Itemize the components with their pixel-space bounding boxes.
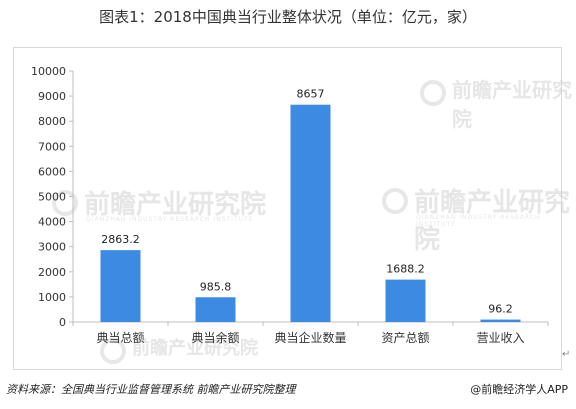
watermark-subtext: QIANZHAN INDUSTRY RESEARCH INSTITUTE xyxy=(86,216,254,223)
plot-frame xyxy=(13,47,562,370)
y-tick-label: 4000 xyxy=(38,216,66,229)
y-tick-label: 8000 xyxy=(38,115,66,128)
y-tick-label: 5000 xyxy=(38,191,66,204)
data-label: 8657 xyxy=(297,88,325,101)
y-tick-label: 9000 xyxy=(38,90,66,103)
y-tick-label: 1000 xyxy=(38,291,66,304)
y-tick-label: 10000 xyxy=(31,65,66,78)
y-tick-label: 7000 xyxy=(38,140,66,153)
bar xyxy=(195,297,236,322)
x-tick-label: 资产总额 xyxy=(381,331,429,345)
data-label: 2863.2 xyxy=(101,233,140,246)
return-mark: ↵ xyxy=(562,349,571,360)
bar xyxy=(290,104,331,323)
watermark-logo-icon xyxy=(420,80,446,106)
x-tick-label: 典当总额 xyxy=(96,331,144,345)
y-tick-label: 2000 xyxy=(38,266,66,279)
watermark-logo-icon xyxy=(100,338,126,364)
y-tick-label: 3000 xyxy=(38,241,66,254)
bar xyxy=(480,319,521,322)
credit-label: @前瞻经济学人APP xyxy=(470,383,568,396)
watermark-logo-icon xyxy=(52,190,78,216)
x-tick-label: 典当企业数量 xyxy=(274,330,346,345)
y-tick-label: 6000 xyxy=(38,165,66,178)
watermark-logo-icon xyxy=(382,188,408,214)
bar xyxy=(385,279,426,322)
watermark-text: 前瞻产业研究院 xyxy=(414,188,571,255)
data-label: 96.2 xyxy=(488,303,513,316)
data-label: 1688.2 xyxy=(386,263,425,276)
watermark-subtext: QIANZHAN INDUSTRY RESEARCH INSTITUTE xyxy=(416,214,541,228)
chart-title: 图表1：2018中国典当行业整体状况（单位：亿元，家） xyxy=(99,8,477,26)
x-tick-label: 营业收入 xyxy=(476,331,524,345)
y-tick-label: 0 xyxy=(59,316,66,329)
source-note: 资料来源：全国典当行业监督管理系统 前瞻产业研究院整理 xyxy=(6,383,296,396)
watermark-text: 前瞻产业研究院 xyxy=(84,190,267,220)
bar xyxy=(100,250,141,322)
watermark-text: 前瞻产业研究院 xyxy=(132,338,258,359)
data-label: 985.8 xyxy=(200,280,232,293)
watermark-text: 前瞻产业研究院 xyxy=(452,78,572,131)
x-tick-label: 典当余额 xyxy=(191,330,239,345)
